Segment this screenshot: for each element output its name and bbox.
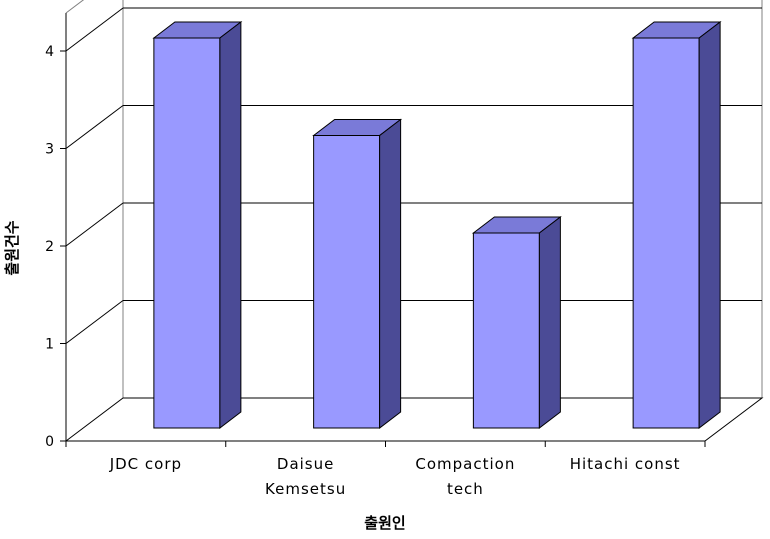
x-category-label: Daisue	[277, 455, 334, 473]
bars	[152, 20, 722, 430]
axes	[60, 13, 706, 447]
gridline-diagonal	[65, 202, 124, 247]
x-category-labels: JDC corp Daisue Kemsetsu Compaction tech Hita…	[109, 455, 681, 498]
side-wall-edge	[65, 0, 85, 14]
bar	[153, 37, 221, 429]
x-category-label: Kemsetsu	[265, 480, 346, 498]
y-tick-label: 2	[45, 239, 54, 255]
gridline-diagonal	[65, 105, 124, 149]
bar-side	[379, 118, 402, 430]
y-tick-label: 0	[45, 434, 54, 450]
bar	[313, 135, 381, 429]
y-tick-label: 1	[45, 337, 54, 353]
y-axis-title: 출원건수	[3, 220, 21, 275]
gridline-diagonal	[65, 300, 124, 344]
x-category-label: JDC corp	[109, 455, 182, 473]
gridline-diagonal	[65, 7, 124, 52]
x-category-label: Hitachi const	[570, 455, 681, 473]
y-tick-label: 4	[45, 44, 54, 60]
y-tick-label: 3	[45, 142, 54, 158]
back-wall	[122, 0, 763, 398]
bar-side	[538, 215, 561, 430]
x-category-label: tech	[447, 480, 484, 498]
x-category-label: Compaction	[415, 455, 515, 473]
bar-side	[698, 20, 721, 430]
bar	[632, 37, 700, 429]
x-axis-title: 출원인	[364, 514, 405, 532]
y-tick-labels: 0 1 2 3 4	[45, 44, 54, 450]
bar	[472, 232, 540, 429]
bar-side	[219, 20, 242, 430]
